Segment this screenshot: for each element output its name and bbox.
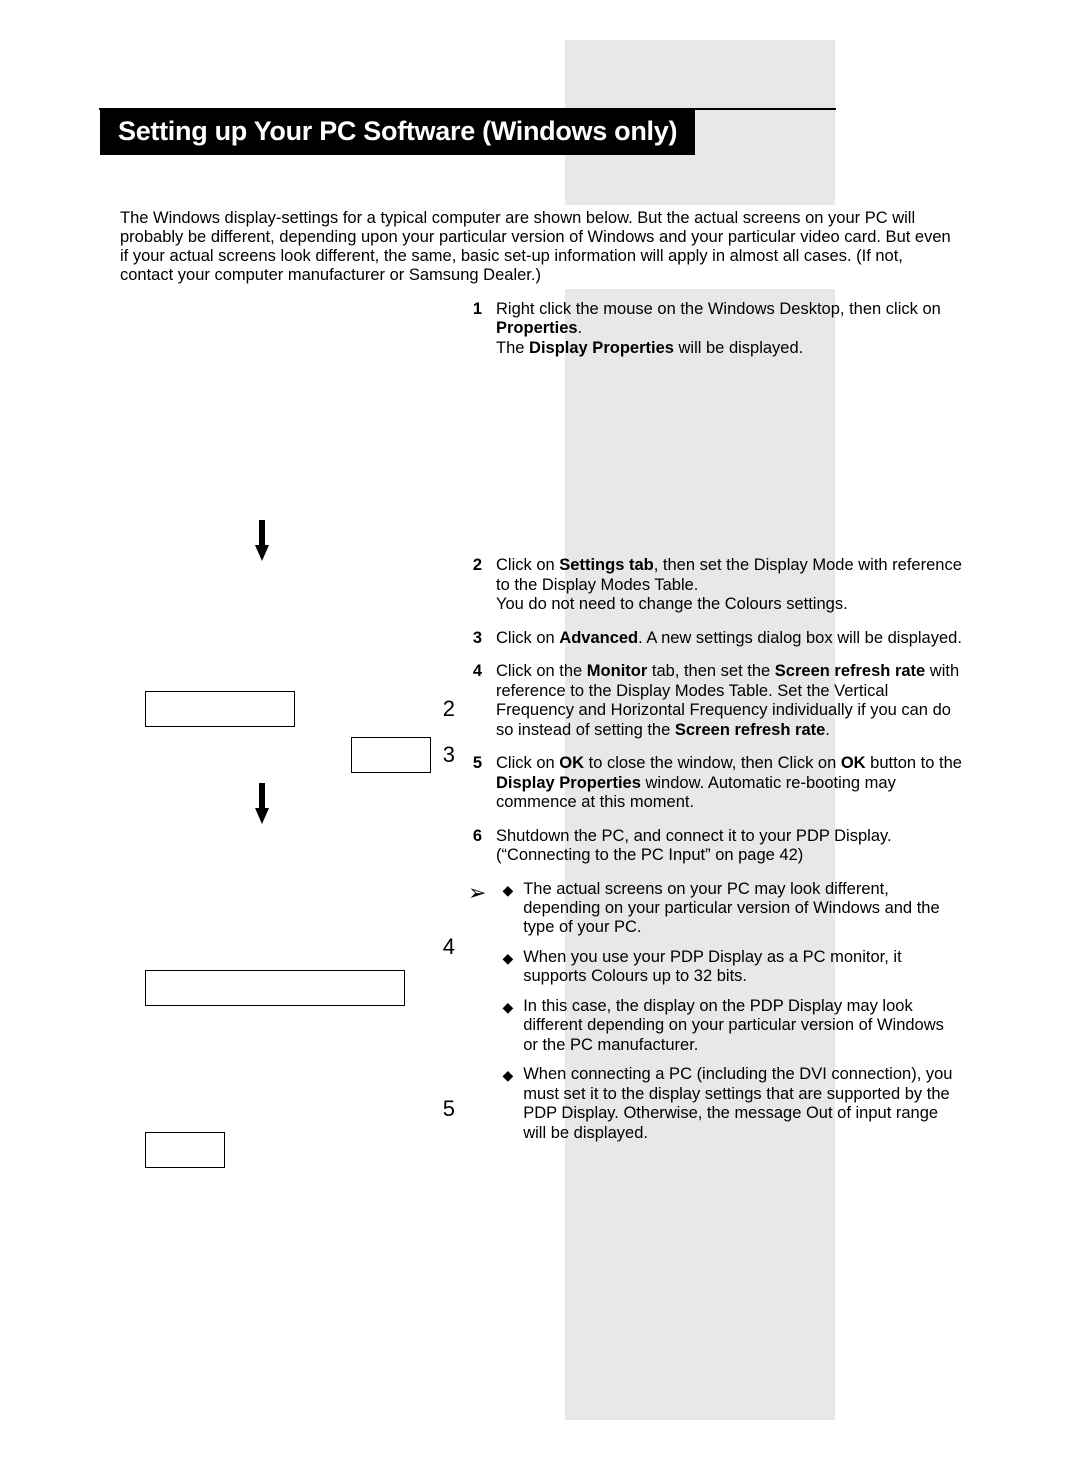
step-number: 5 xyxy=(468,754,482,812)
note-item: ◆When connecting a PC (including the DVI… xyxy=(502,1065,963,1143)
note-text: When you use your PDP Display as a PC mo… xyxy=(523,948,963,987)
diagram-column: 2 3 4 5 xyxy=(145,520,455,1178)
note-item: ◆ When you use your PDP Display as a PC m… xyxy=(502,948,963,987)
step-body: Click on Settings tab, then set the Disp… xyxy=(496,556,963,614)
step-row: 2Click on Settings tab, then set the Dis… xyxy=(468,556,963,614)
notes-list: ◆The actual screens on your PC may look … xyxy=(502,880,963,1154)
step-body: Right click the mouse on the Windows Des… xyxy=(496,300,963,358)
steps-column: 1Right click the mouse on the Windows De… xyxy=(468,300,963,1153)
note-item: ◆In this case, the display on the PDP Di… xyxy=(502,997,963,1055)
step-row: 4Click on the Monitor tab, then set the … xyxy=(468,662,963,740)
diagram-row: 4 xyxy=(145,934,455,960)
step-number: 3 xyxy=(468,629,482,648)
step-number: 1 xyxy=(468,300,482,358)
step-number: 6 xyxy=(468,827,482,866)
diagram-label: 2 xyxy=(443,696,455,722)
diagram-spacer xyxy=(145,824,455,924)
step-body: Click on Advanced. A new settings dialog… xyxy=(496,629,962,648)
page-title: Setting up Your PC Software (Windows onl… xyxy=(100,110,695,155)
note-marker-icon: ➢ xyxy=(468,880,486,1154)
diagram-box xyxy=(145,691,295,727)
note-text: When connecting a PC (including the DVI … xyxy=(523,1065,963,1143)
step-body: Click on OK to close the window, then Cl… xyxy=(496,754,963,812)
diagram-spacer xyxy=(145,1016,455,1086)
step-row: 6 Shutdown the PC, and connect it to your… xyxy=(468,827,963,866)
note-item: ◆The actual screens on your PC may look … xyxy=(502,880,963,938)
note-text: The actual screens on your PC may look d… xyxy=(523,880,963,938)
diagram-box xyxy=(351,737,431,773)
step-number: 4 xyxy=(468,662,482,740)
step-row: 3 Click on Advanced. A new settings dialo… xyxy=(468,629,963,648)
diagram-row: 5 xyxy=(145,1096,455,1122)
note-text: In this case, the display on the PDP Dis… xyxy=(523,997,963,1055)
arrow-down-icon xyxy=(145,520,455,561)
diamond-bullet-icon: ◆ xyxy=(502,948,513,987)
diagram-label: 5 xyxy=(443,1096,455,1122)
diagram-spacer xyxy=(145,561,455,681)
diamond-bullet-icon: ◆ xyxy=(502,1065,513,1143)
diagram-label: 3 xyxy=(443,742,455,768)
intro-paragraph: The Windows display-settings for a typic… xyxy=(120,205,955,289)
diamond-bullet-icon: ◆ xyxy=(502,880,513,938)
notes-block: ➢◆The actual screens on your PC may look… xyxy=(468,880,963,1154)
diagram-label: 4 xyxy=(443,934,455,960)
diagram-box xyxy=(145,970,405,1006)
diagram-row xyxy=(145,970,455,1006)
step-number: 2 xyxy=(468,556,482,614)
arrow-down-icon xyxy=(145,783,455,824)
step-row: 1Right click the mouse on the Windows De… xyxy=(468,300,963,358)
step-body: Shutdown the PC, and connect it to your … xyxy=(496,827,963,866)
diagram-row xyxy=(145,1132,455,1168)
diagram-box xyxy=(145,1132,225,1168)
diagram-row: 3 xyxy=(145,737,455,773)
step-row: 5Click on OK to close the window, then C… xyxy=(468,754,963,812)
diamond-bullet-icon: ◆ xyxy=(502,997,513,1055)
step-body: Click on the Monitor tab, then set the S… xyxy=(496,662,963,740)
diagram-row: 2 xyxy=(145,691,455,727)
